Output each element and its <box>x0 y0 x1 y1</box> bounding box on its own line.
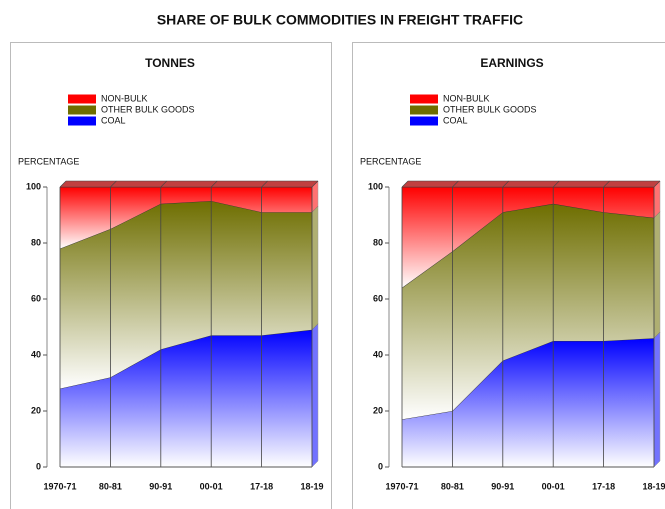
x-tick-label: 80-81 <box>99 481 122 491</box>
side-face <box>653 331 661 468</box>
x-tick-label: 17-18 <box>592 481 615 491</box>
y-tick-label: 100 <box>26 181 41 191</box>
legend-label: COAL <box>101 115 126 125</box>
x-tick-label: 1970-71 <box>385 481 418 491</box>
side-face <box>311 323 319 468</box>
x-tick-label: 00-01 <box>200 481 223 491</box>
x-tick-label: 90-91 <box>491 481 514 491</box>
y-tick-label: 0 <box>36 461 41 471</box>
category-line-top <box>502 180 510 188</box>
legend-label: OTHER BULK GOODS <box>443 104 537 114</box>
legend-swatch <box>410 116 438 126</box>
y-axis-label: PERCENTAGE <box>360 156 421 166</box>
panel-title: TONNES <box>145 56 195 70</box>
area-fill <box>60 187 312 249</box>
category-line-top <box>210 180 218 188</box>
legend-label: COAL <box>443 115 468 125</box>
y-tick-label: 20 <box>373 405 383 415</box>
y-tick-label: 40 <box>373 349 383 359</box>
area-fill <box>60 329 312 467</box>
category-line-top <box>552 180 560 188</box>
category-line-top <box>160 180 168 188</box>
side-face <box>653 211 661 339</box>
category-line-top <box>401 180 409 188</box>
area-fill <box>60 201 312 389</box>
legend-swatch <box>410 105 438 115</box>
legend-swatch <box>68 94 96 104</box>
category-line-top <box>452 180 459 188</box>
y-tick-label: 60 <box>373 293 383 303</box>
x-tick-label: 1970-71 <box>43 481 76 491</box>
side-face <box>311 205 319 331</box>
x-tick-label: 00-01 <box>542 481 565 491</box>
x-tick-label: 80-81 <box>441 481 464 491</box>
x-tick-label: 90-91 <box>149 481 172 491</box>
y-tick-label: 80 <box>373 237 383 247</box>
legend-swatch <box>68 105 96 115</box>
y-tick-label: 20 <box>31 405 41 415</box>
y-tick-label: 0 <box>378 461 383 471</box>
top-face <box>401 180 661 188</box>
y-tick-label: 80 <box>31 237 41 247</box>
legend-label: NON-BULK <box>101 93 148 103</box>
category-line-top <box>603 180 610 188</box>
x-tick-label: 17-18 <box>250 481 273 491</box>
category-line-top <box>59 180 67 188</box>
category-line-top <box>311 180 319 188</box>
category-line-top <box>261 180 268 188</box>
category-line-top <box>110 180 117 188</box>
y-tick-label: 100 <box>368 181 383 191</box>
top-face <box>59 180 319 188</box>
area-fill <box>402 187 654 288</box>
category-line-top <box>653 180 661 188</box>
y-axis-label: PERCENTAGE <box>18 156 79 166</box>
x-tick-label: 18-19 <box>300 481 323 491</box>
page-title: SHARE OF BULK COMMODITIES IN FREIGHT TRA… <box>157 12 523 28</box>
legend-label: OTHER BULK GOODS <box>101 104 195 114</box>
x-tick-label: 18-19 <box>642 481 665 491</box>
panel-title: EARNINGS <box>480 56 543 70</box>
legend-label: NON-BULK <box>443 93 490 103</box>
y-tick-label: 40 <box>31 349 41 359</box>
legend-swatch <box>68 116 96 126</box>
legend-swatch <box>410 94 438 104</box>
area-fill <box>402 338 654 467</box>
area-fill <box>402 203 654 420</box>
y-tick-label: 60 <box>31 293 41 303</box>
